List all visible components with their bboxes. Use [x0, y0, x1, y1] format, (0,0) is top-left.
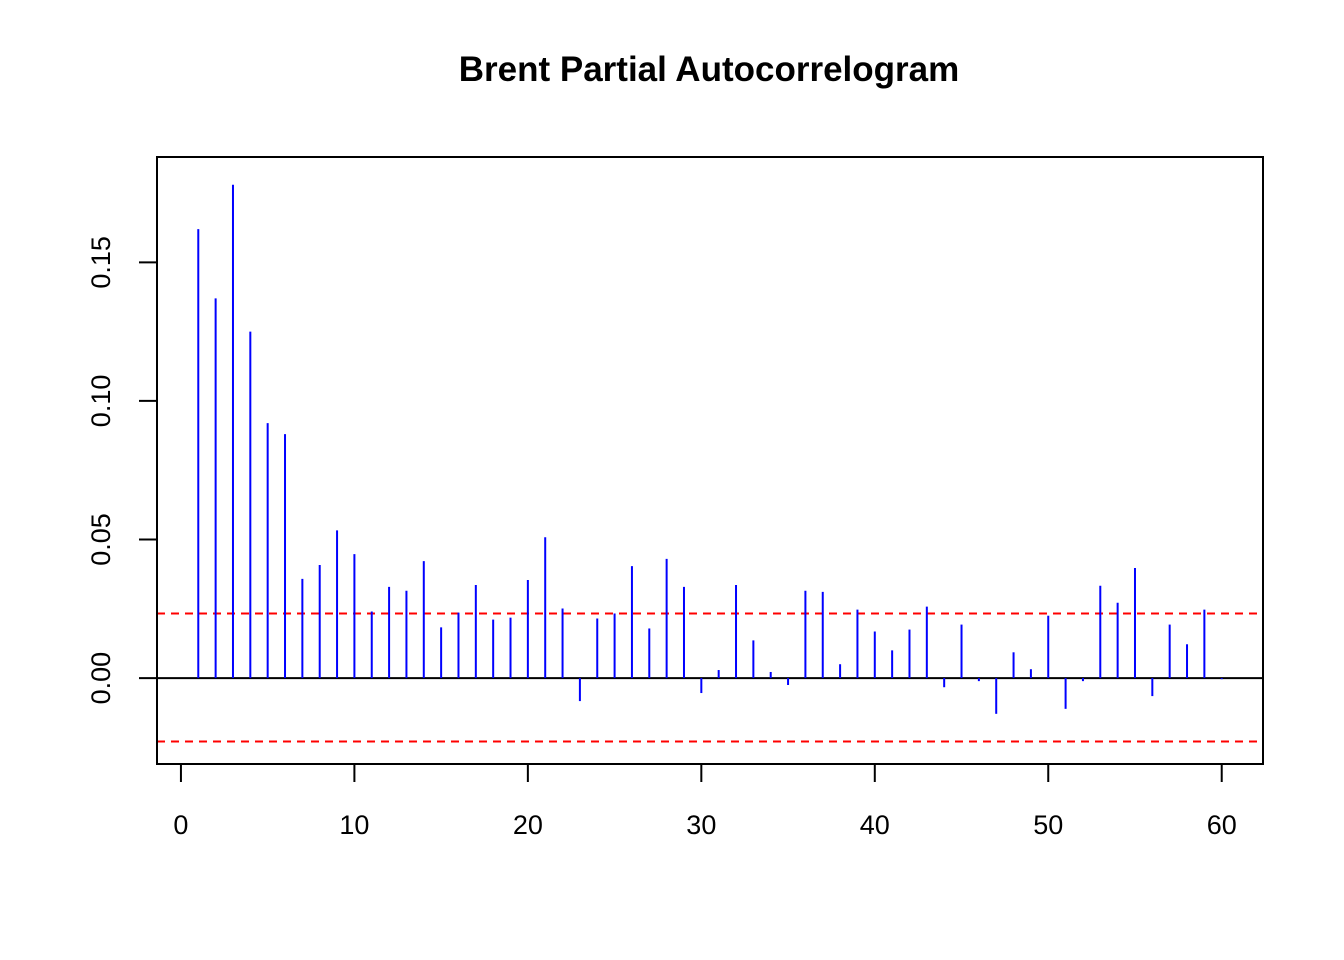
x-tick-label: 20 — [513, 810, 543, 840]
x-tick-label: 30 — [686, 810, 716, 840]
x-tick-label: 0 — [173, 810, 188, 840]
x-axis: 0 10 20 30 40 50 60 — [173, 763, 1237, 840]
y-tick-label: 0.15 — [86, 236, 116, 289]
pacf-bars — [197, 184, 1223, 714]
plot-frame — [156, 156, 1264, 765]
x-tick-label: 40 — [860, 810, 890, 840]
x-tick-label: 10 — [339, 810, 369, 840]
x-tick-label: 60 — [1207, 810, 1237, 840]
y-tick-label: 0.05 — [86, 513, 116, 566]
y-tick-label: 0.00 — [86, 652, 116, 705]
chart-title: Brent Partial Autocorrelogram — [459, 50, 959, 89]
x-tick-label: 50 — [1033, 810, 1063, 840]
y-axis: 0.00 0.05 0.10 0.15 — [86, 236, 158, 705]
confidence-bounds — [157, 612, 1263, 743]
y-tick-label: 0.10 — [86, 375, 116, 428]
